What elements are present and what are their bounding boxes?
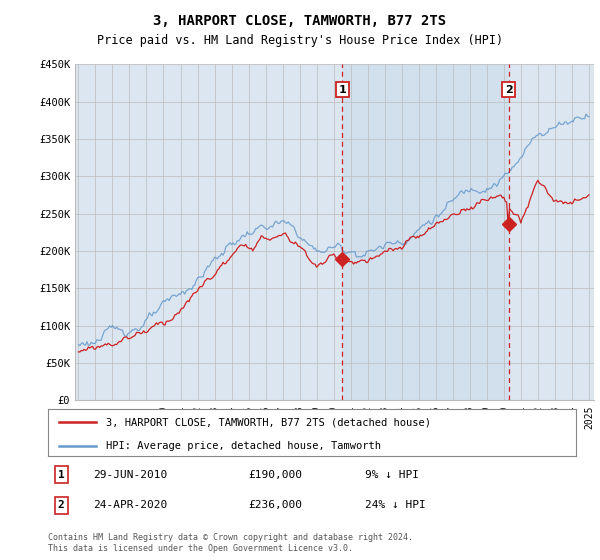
Text: 3, HARPORT CLOSE, TAMWORTH, B77 2TS: 3, HARPORT CLOSE, TAMWORTH, B77 2TS <box>154 14 446 28</box>
Text: 29-JUN-2010: 29-JUN-2010 <box>93 470 167 479</box>
Text: 3, HARPORT CLOSE, TAMWORTH, B77 2TS (detached house): 3, HARPORT CLOSE, TAMWORTH, B77 2TS (det… <box>106 417 431 427</box>
Text: 24% ↓ HPI: 24% ↓ HPI <box>365 501 425 510</box>
Text: 2: 2 <box>58 501 65 510</box>
Text: 2: 2 <box>505 85 512 95</box>
Text: 1: 1 <box>58 470 65 479</box>
Polygon shape <box>342 64 509 400</box>
Text: 9% ↓ HPI: 9% ↓ HPI <box>365 470 419 479</box>
Text: £236,000: £236,000 <box>248 501 302 510</box>
Text: Price paid vs. HM Land Registry's House Price Index (HPI): Price paid vs. HM Land Registry's House … <box>97 34 503 46</box>
Text: 1: 1 <box>338 85 346 95</box>
Text: 24-APR-2020: 24-APR-2020 <box>93 501 167 510</box>
Text: Contains HM Land Registry data © Crown copyright and database right 2024.
This d: Contains HM Land Registry data © Crown c… <box>48 533 413 553</box>
Text: HPI: Average price, detached house, Tamworth: HPI: Average price, detached house, Tamw… <box>106 441 381 451</box>
Text: £190,000: £190,000 <box>248 470 302 479</box>
